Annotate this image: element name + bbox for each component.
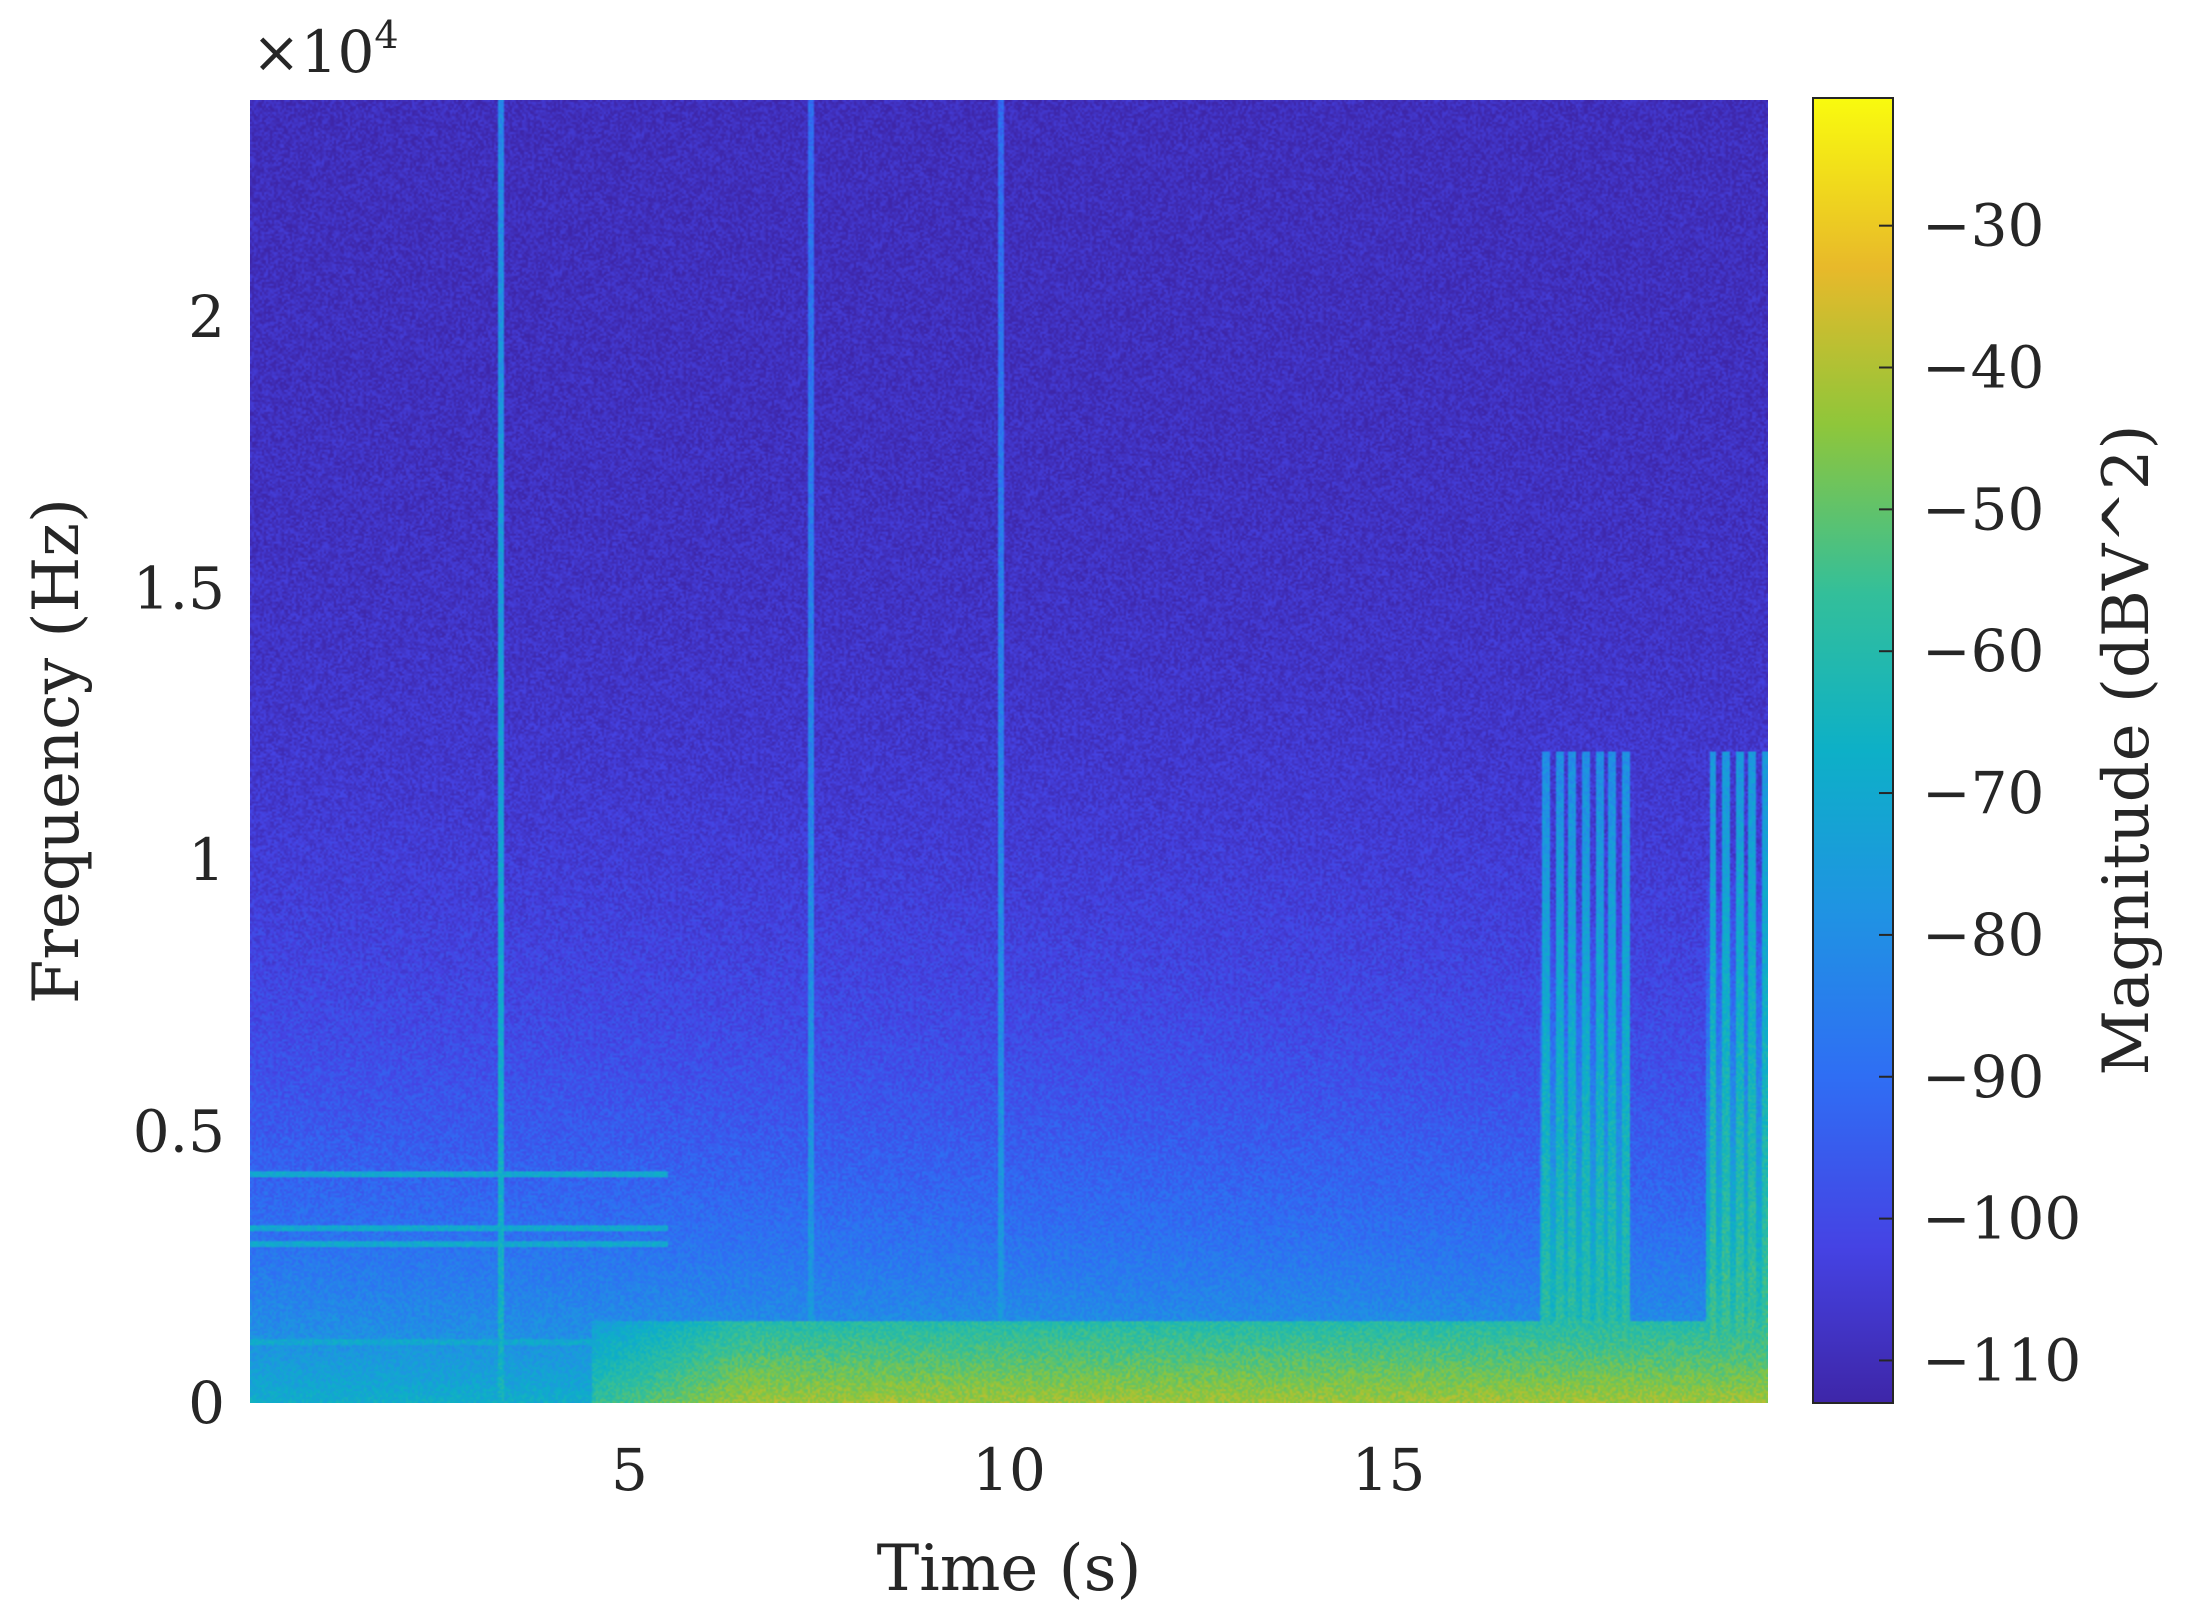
colorbar-tick-label: −40 (1922, 334, 2044, 402)
colorbar-tick-label: −60 (1922, 617, 2044, 685)
colorbar-label: Magnitude (dBV^2) (2090, 425, 2164, 1076)
y-tick-label: 0.5 (133, 1098, 225, 1166)
y-axis-label: Frequency (Hz) (20, 498, 94, 1004)
y-tick-label: 1.5 (133, 555, 225, 623)
x-tick-label: 10 (972, 1436, 1046, 1504)
colorbar-tick-label: −90 (1922, 1043, 2044, 1111)
colorbar-ticks: −30 −40 −50 −60 −70 −80 −90 −100 −110 (1879, 192, 2081, 1394)
y-exponent: ×104 (252, 13, 399, 86)
y-tick-label: 2 (188, 283, 225, 351)
y-tick-label: 1 (188, 826, 225, 894)
colorbar-tick-label: −100 (1922, 1185, 2081, 1253)
colorbar-tick-label: −50 (1922, 475, 2044, 543)
colorbar-tick-label: −110 (1922, 1326, 2081, 1394)
spectrogram-heatmap (250, 100, 1768, 1403)
colorbar-tick-label: −80 (1922, 901, 2044, 969)
y-axis-ticks: 0 0.5 1 1.5 2 (133, 283, 225, 1437)
x-tick-label: 15 (1352, 1436, 1426, 1504)
colorbar-tick-label: −30 (1922, 192, 2044, 260)
y-tick-label: 0 (188, 1369, 225, 1437)
colorbar-tick-label: −70 (1922, 759, 2044, 827)
x-axis-ticks: 5 10 15 (611, 1436, 1425, 1504)
colorbar (1812, 97, 1894, 1404)
x-axis-label: Time (s) (877, 1532, 1142, 1606)
x-tick-label: 5 (611, 1436, 648, 1504)
